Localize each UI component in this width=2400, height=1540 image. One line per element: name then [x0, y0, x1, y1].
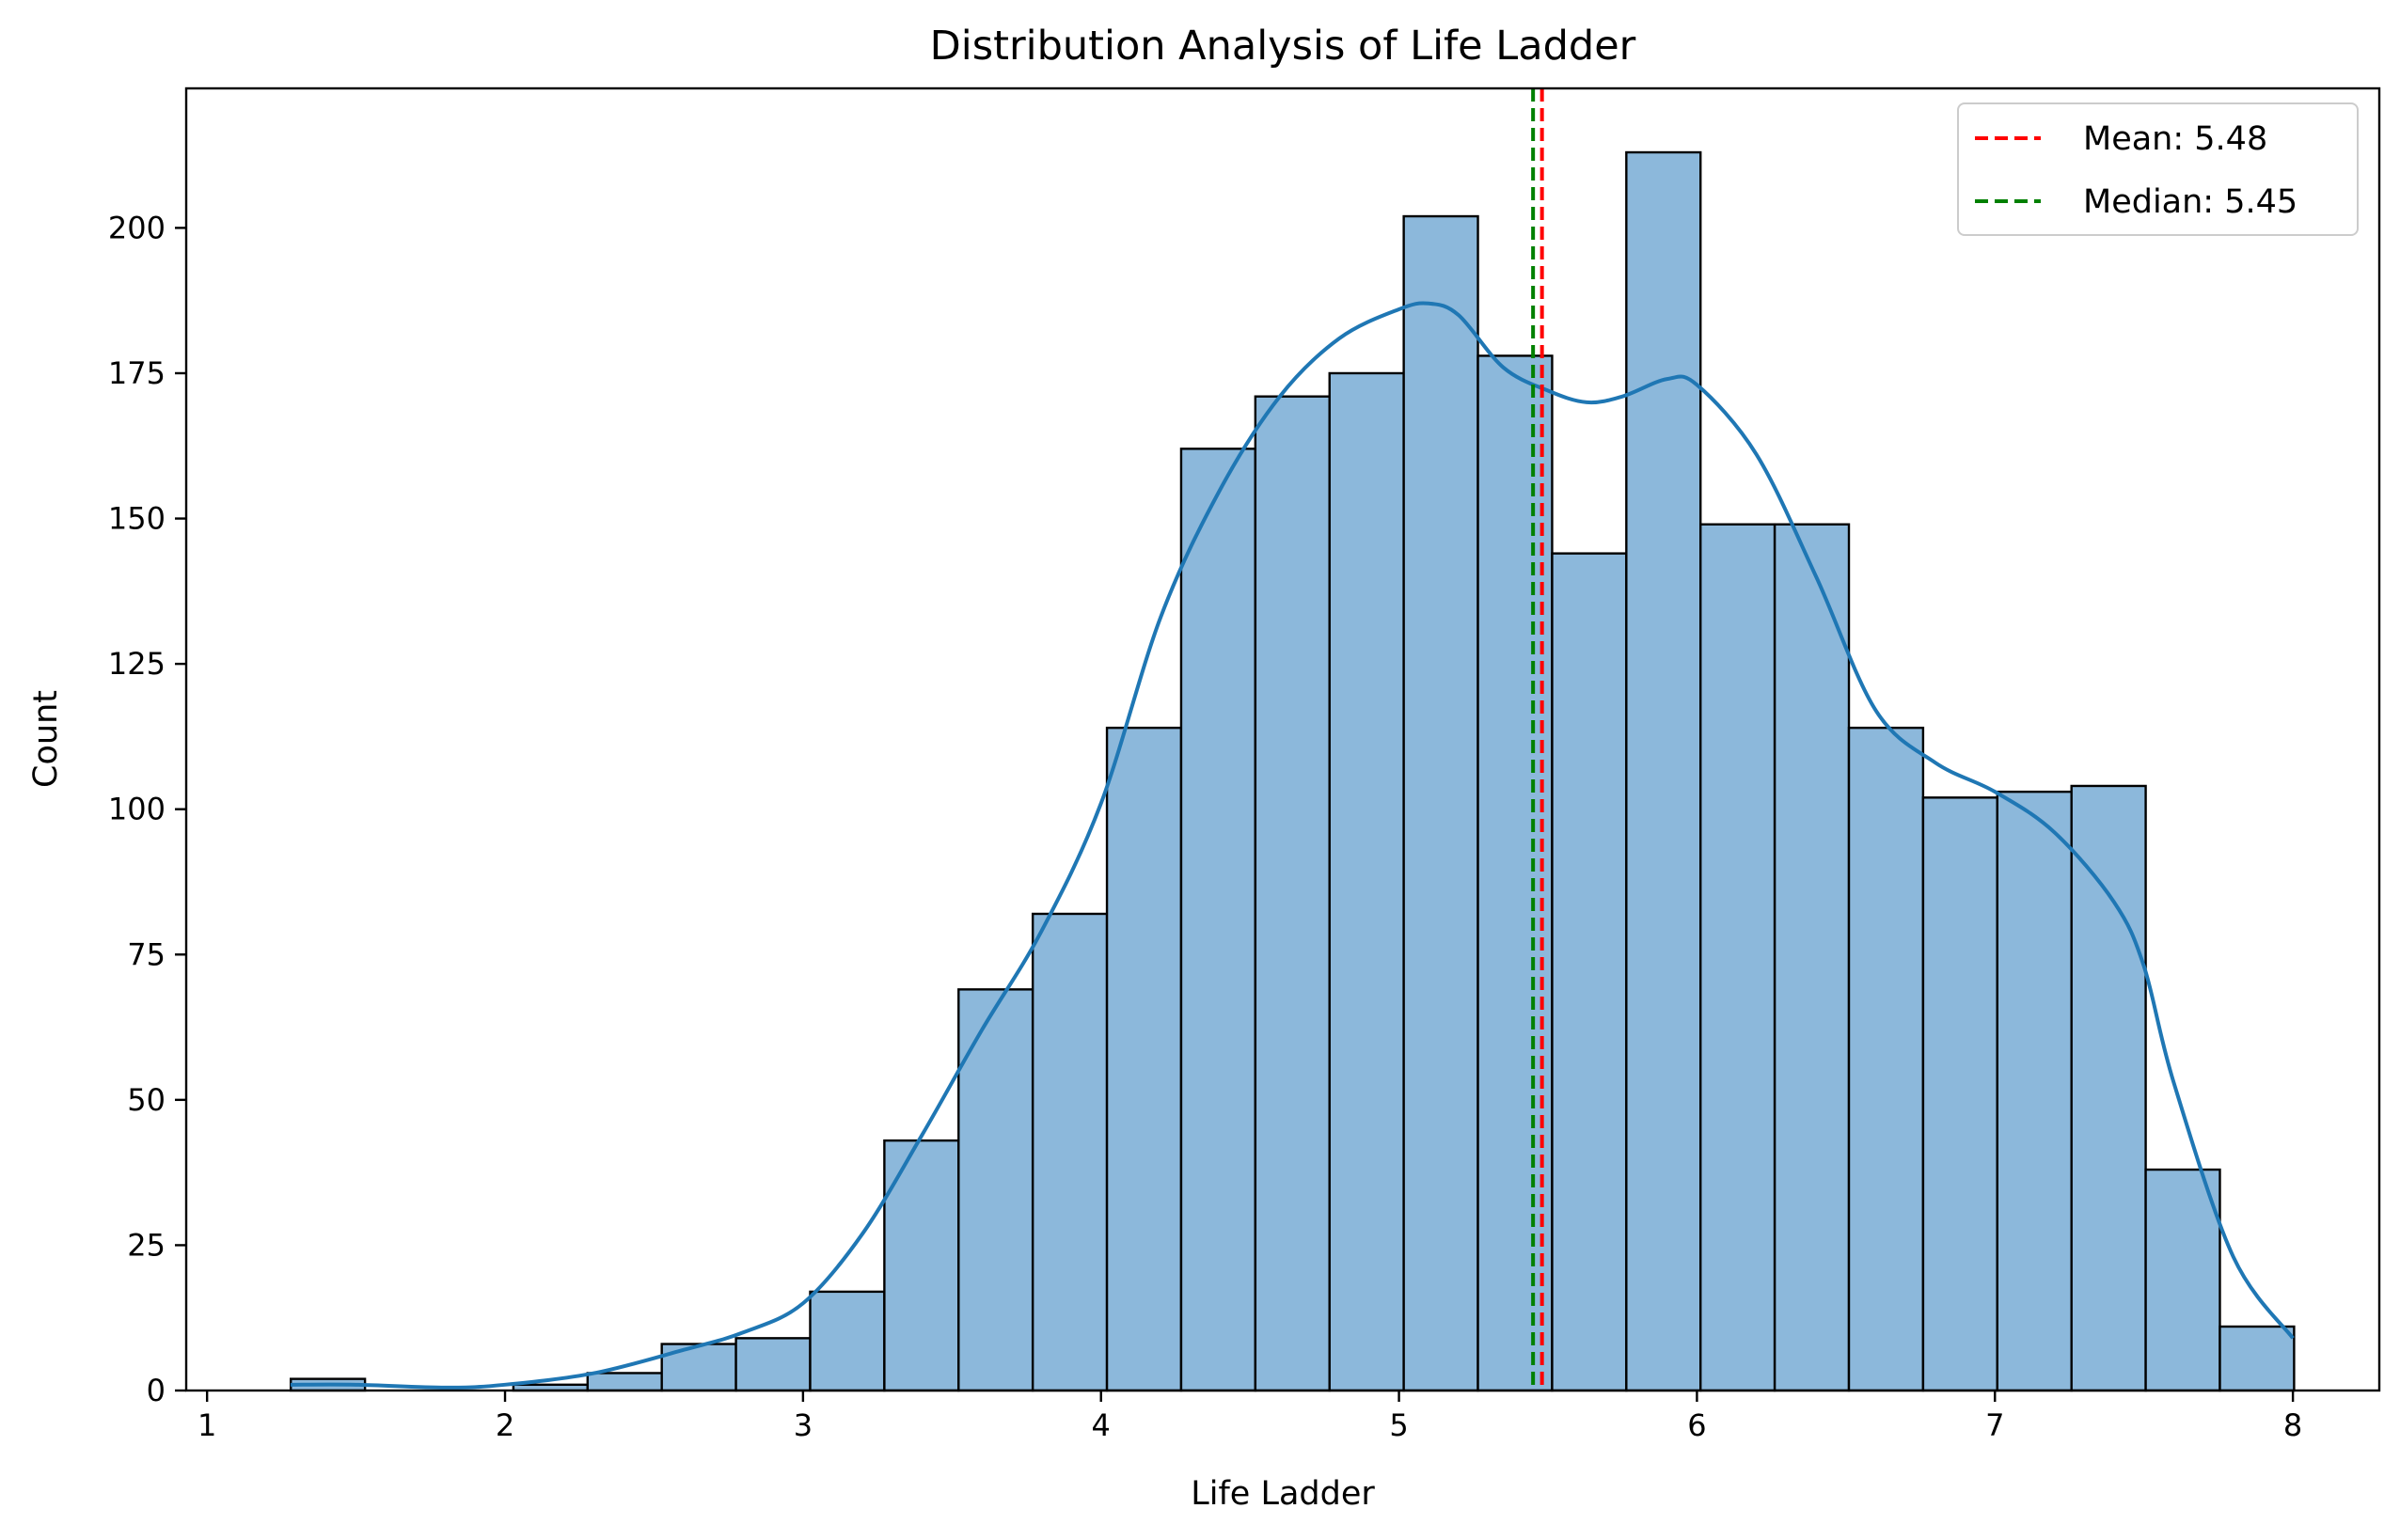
y-tick-label: 125 [108, 646, 166, 682]
y-axis-label: Count [27, 690, 65, 788]
histogram-bar [1921, 796, 1999, 1392]
y-tick-label: 200 [108, 210, 166, 245]
legend-box [1957, 102, 2359, 236]
y-tick-label: 100 [108, 792, 166, 827]
histogram-bar [586, 1372, 663, 1392]
x-tick-label: 5 [1389, 1407, 1408, 1443]
histogram-bar [1031, 912, 1109, 1392]
legend: Mean: 5.48 Median: 5.45 [1957, 102, 2359, 236]
y-tick-label: 25 [127, 1227, 166, 1263]
y-tick-label: 175 [108, 355, 166, 391]
histogram-bar [1996, 790, 2073, 1392]
y-tick-label: 75 [127, 936, 166, 972]
x-axis-label: Life Ladder [1191, 1475, 1375, 1513]
histogram-bar [1254, 395, 1331, 1392]
y-tick-label: 150 [108, 501, 166, 537]
y-tick-label: 50 [127, 1082, 166, 1118]
histogram-bar [734, 1337, 812, 1392]
histogram-bar [2144, 1168, 2221, 1392]
x-tick-label: 6 [1687, 1407, 1706, 1443]
x-tick-label: 2 [496, 1407, 514, 1443]
histogram-bar [1847, 726, 1925, 1392]
histogram-bar [1773, 523, 1851, 1392]
histogram-bar [957, 988, 1034, 1392]
histogram-bar [1402, 214, 1479, 1392]
legend-mean-label: Mean: 5.48 [2083, 120, 2267, 158]
y-tick-label: 0 [147, 1373, 166, 1408]
histogram-bar [1625, 150, 1702, 1392]
histogram-bar [1328, 371, 1405, 1392]
histogram-bar [660, 1343, 737, 1392]
plot-frame [184, 86, 2381, 1392]
legend-median-label: Median: 5.45 [2083, 183, 2297, 221]
histogram-bar [1699, 523, 1776, 1392]
x-tick-label: 3 [794, 1407, 813, 1443]
x-tick-label: 1 [197, 1407, 216, 1443]
histogram-bar [1179, 448, 1257, 1392]
histogram-bar [1476, 354, 1554, 1392]
y-axis-ticks: 0 25 50 75 100 125 150 175 200 [108, 210, 186, 1408]
x-tick-label: 7 [1985, 1407, 2004, 1443]
histogram-bar [2070, 784, 2147, 1392]
kde-curve-group [290, 301, 2295, 1390]
histogram-bar [809, 1290, 886, 1392]
histogram-bars [290, 150, 2296, 1392]
x-tick-label: 4 [1092, 1407, 1111, 1443]
x-axis-ticks: 1 2 3 4 5 6 7 8 [197, 1391, 2302, 1443]
histogram-bar [2218, 1325, 2296, 1392]
histogram-bar [1105, 726, 1183, 1392]
kde-curve [290, 301, 2295, 1390]
chart-title: Distribution Analysis of Life Ladder [930, 23, 1636, 70]
histogram-bar [1551, 552, 1628, 1392]
x-tick-label: 8 [2283, 1407, 2302, 1443]
